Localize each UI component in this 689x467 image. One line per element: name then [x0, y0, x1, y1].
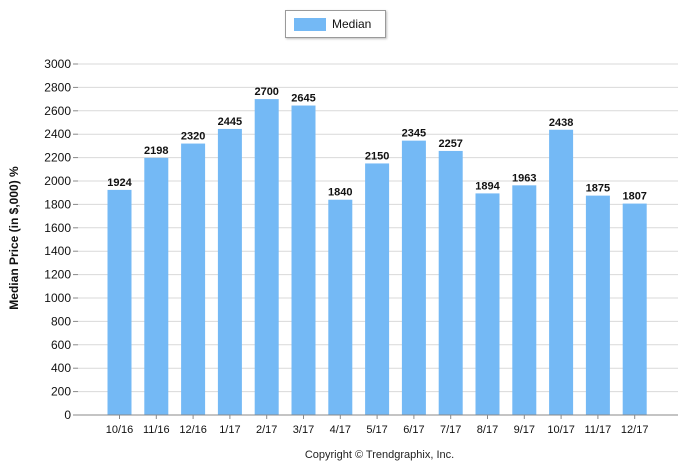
y-tick-label: 0	[64, 408, 71, 422]
y-tick-label: 2000	[44, 174, 71, 188]
data-label: 2445	[218, 116, 242, 128]
data-label: 1963	[512, 172, 536, 184]
data-label: 1894	[475, 180, 500, 192]
bar	[512, 185, 537, 415]
x-tick-label: 1/17	[219, 424, 240, 436]
data-label: 2345	[402, 128, 426, 140]
bars	[107, 99, 647, 416]
y-tick-label: 2400	[44, 127, 71, 141]
x-tick-label: 12/17	[621, 424, 649, 436]
y-tick-label: 1000	[44, 291, 71, 305]
x-tick-label: 5/17	[366, 424, 387, 436]
y-tick-label: 2600	[44, 104, 71, 118]
bar	[144, 157, 169, 416]
y-tick-label: 200	[51, 385, 71, 399]
bar	[254, 99, 279, 415]
bar	[181, 143, 206, 415]
y-tick-label: 2200	[44, 151, 71, 165]
data-label: 1875	[586, 183, 610, 195]
y-tick-label: 1800	[44, 197, 71, 211]
x-tick-label: 11/16	[143, 424, 170, 436]
bar	[585, 195, 610, 415]
legend: Median	[285, 10, 386, 38]
y-tick-label: 800	[51, 314, 71, 328]
data-label: 1807	[622, 191, 646, 203]
bar	[217, 128, 242, 415]
y-tick-label: 2800	[44, 80, 71, 94]
y-tick-label: 1200	[44, 268, 71, 282]
data-label: 2198	[144, 145, 168, 157]
y-tick-label: 400	[51, 361, 71, 375]
legend-swatch	[294, 18, 326, 31]
legend-label: Median	[332, 17, 372, 31]
x-tick-label: 10/17	[547, 424, 575, 436]
copyright-text: Copyright © Trendgraphix, Inc.	[304, 449, 455, 461]
data-label: 2700	[254, 86, 278, 98]
y-tick-label: 1400	[44, 244, 71, 258]
x-tick-label: 6/17	[403, 424, 424, 436]
y-axis-label: Median Price (in $,000) %	[7, 166, 21, 310]
x-tick-label: 10/16	[106, 424, 134, 436]
bar	[622, 203, 647, 415]
x-axis-ticks: 10/16 11/16 12/16 1/17 2/17 3/17 4/17 5/17 6/17 7…	[106, 415, 649, 436]
data-label: 2150	[365, 150, 389, 162]
x-tick-label: 8/17	[477, 424, 498, 436]
x-tick-label: 7/17	[440, 424, 461, 436]
y-tick-label: 3000	[44, 57, 71, 71]
data-label: 1924	[107, 177, 132, 189]
bar	[475, 193, 500, 415]
data-label: 2320	[181, 131, 205, 143]
y-axis-ticks: 0 200 400 600 800 1000 1200 1400 1600 1800 2000 220…	[44, 57, 78, 422]
x-tick-label: 12/16	[179, 424, 207, 436]
data-labels: 1924 2198 2320 2445 2700 2645 1840 2150 2345 2257…	[107, 86, 647, 202]
y-tick-label: 600	[51, 338, 71, 352]
bar	[365, 163, 390, 415]
x-tick-label: 3/17	[293, 424, 314, 436]
data-label: 1840	[328, 187, 352, 199]
bar	[401, 140, 426, 415]
data-label: 2438	[549, 117, 573, 129]
x-tick-label: 2/17	[256, 424, 277, 436]
bar	[291, 105, 316, 415]
x-tick-label: 11/17	[585, 424, 612, 436]
data-label: 2645	[291, 93, 315, 105]
data-label: 2257	[438, 138, 462, 150]
bar	[107, 189, 132, 415]
bar	[549, 129, 574, 415]
x-tick-label: 4/17	[330, 424, 351, 436]
bar	[328, 199, 353, 415]
y-tick-label: 1600	[44, 221, 71, 235]
x-tick-label: 9/17	[514, 424, 535, 436]
bar	[438, 150, 463, 415]
